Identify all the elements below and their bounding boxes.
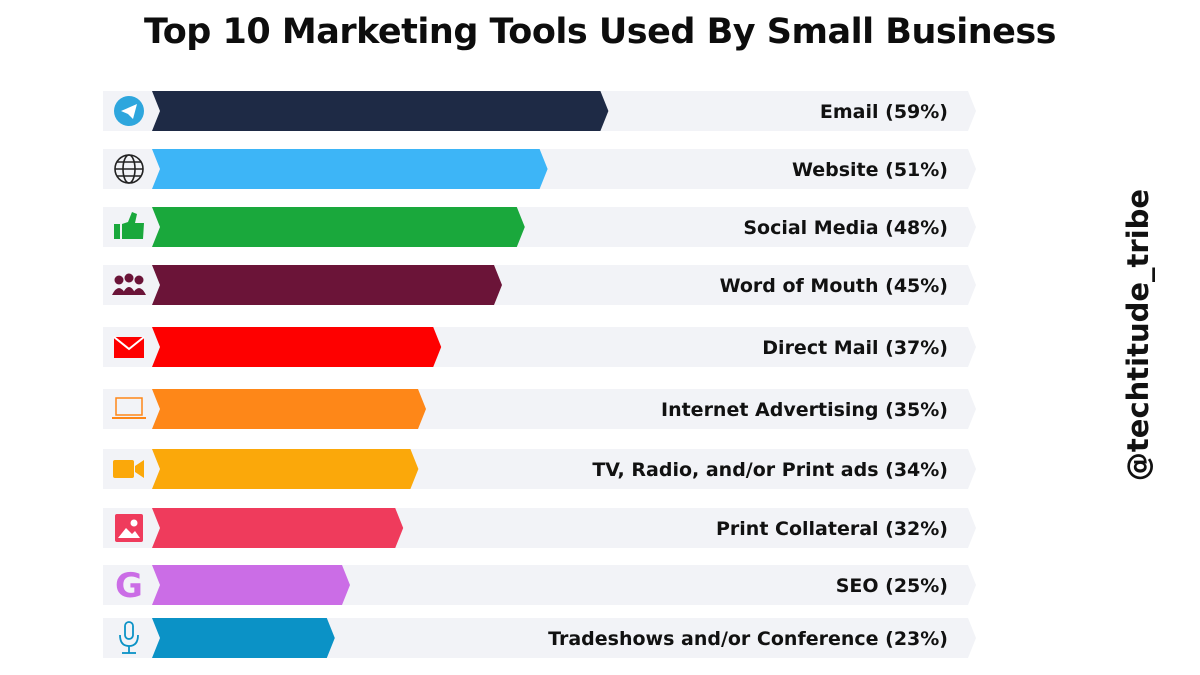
bar-label: Internet Advertising (35%) xyxy=(661,399,948,421)
video-camera-icon xyxy=(113,460,144,478)
bar xyxy=(152,265,502,305)
bar xyxy=(152,618,335,658)
person-body xyxy=(122,287,136,295)
mic-head xyxy=(124,621,134,640)
person-head xyxy=(114,275,124,285)
bar-label: Social Media (48%) xyxy=(743,217,948,239)
bar-label: Tradeshows and/or Conference (23%) xyxy=(548,628,948,650)
person-body xyxy=(132,288,146,295)
bar-row: TV, Radio, and/or Print ads (34%) xyxy=(103,449,976,489)
google-g-icon: G xyxy=(115,566,143,606)
bar xyxy=(152,91,609,131)
bar xyxy=(152,508,404,548)
person-body xyxy=(112,288,126,295)
thumb-hand xyxy=(122,212,144,239)
bar xyxy=(152,389,426,429)
bar xyxy=(152,565,350,605)
globe-icon xyxy=(114,154,144,184)
bar-row: Social Media (48%) xyxy=(103,207,976,247)
bar-label: Email (59%) xyxy=(820,101,948,123)
camera-body xyxy=(113,460,134,478)
person-head xyxy=(134,275,144,285)
bar xyxy=(152,449,419,489)
bar-row: Website (51%) xyxy=(103,149,976,189)
bar-label: Word of Mouth (45%) xyxy=(720,275,948,297)
laptop-screen xyxy=(115,397,143,416)
bar-row: Email (59%) xyxy=(103,91,976,131)
envelope-flap xyxy=(113,336,145,351)
thumb-cuff xyxy=(114,224,120,239)
bar xyxy=(152,207,525,247)
bar xyxy=(152,327,442,367)
telegram-plane xyxy=(121,104,137,119)
bar-label: Print Collateral (32%) xyxy=(716,518,948,540)
microphone-icon xyxy=(119,621,139,654)
bar-row: Internet Advertising (35%) xyxy=(103,389,976,429)
image-icon xyxy=(115,514,143,542)
bar-label: Direct Mail (37%) xyxy=(762,337,948,359)
thumbs-up-icon xyxy=(114,212,144,239)
bar-row: Direct Mail (37%) xyxy=(103,327,976,367)
image-mountain xyxy=(118,528,140,538)
laptop-icon xyxy=(112,397,146,419)
bar-row: Word of Mouth (45%) xyxy=(103,265,976,305)
bar-label: Website (51%) xyxy=(792,159,948,181)
person-head xyxy=(124,273,134,283)
bar-row: Tradeshows and/or Conference (23%) xyxy=(103,618,976,658)
bar xyxy=(152,149,548,189)
watermark-text: @techtitude_tribe xyxy=(1121,188,1155,482)
google-g-glyph: G xyxy=(115,566,143,606)
chart-title: Top 10 Marketing Tools Used By Small Bus… xyxy=(143,12,1057,52)
image-sun xyxy=(130,519,138,527)
mail-icon xyxy=(113,336,145,358)
camera-lens xyxy=(135,460,144,478)
bar-row: Print Collateral (32%) xyxy=(103,508,976,548)
bar-label: SEO (25%) xyxy=(836,575,948,597)
telegram-icon xyxy=(114,96,144,126)
group-icon xyxy=(112,273,146,295)
bar-label: TV, Radio, and/or Print ads (34%) xyxy=(592,459,948,481)
bar-row: G SEO (25%) xyxy=(103,565,976,606)
